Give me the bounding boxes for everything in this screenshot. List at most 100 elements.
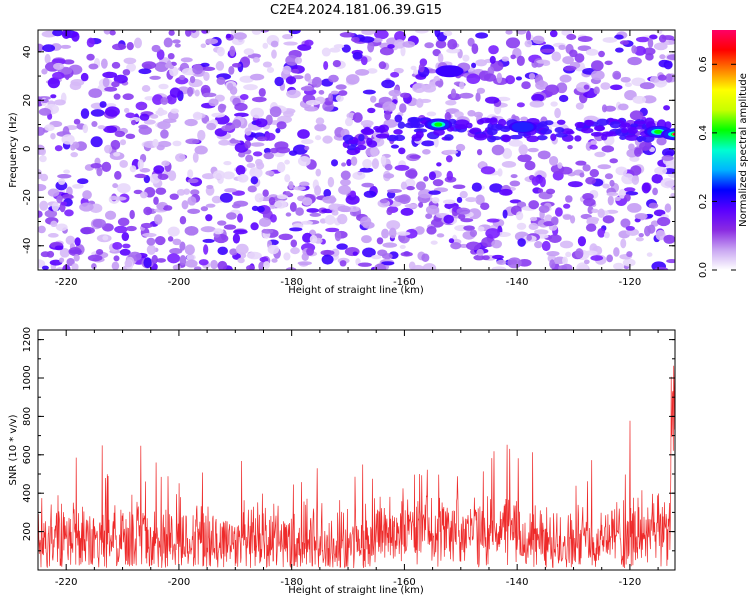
heatmap-cell [114,130,126,138]
heatmap-cell [50,220,58,228]
heatmap-cell [408,261,416,270]
heatmap-cell [333,44,345,49]
heatmap-cell [88,63,99,70]
heatmap-cell [528,72,536,80]
heatmap-cell [203,71,210,81]
heatmap-cell [649,76,660,83]
heatmap-cell [168,30,175,36]
heatmap-cell [170,108,179,114]
heatmap-cell [192,152,199,163]
heatmap-cell [382,242,398,248]
heatmap-cell [90,163,102,169]
heatmap-ridge-cell [508,134,523,140]
heatmap-cell [421,253,430,262]
heatmap-cell [137,159,144,170]
heatmap-cell [594,151,606,158]
heatmap-cell [64,209,74,217]
heatmap-ridge-cell [538,121,548,127]
heatmap-cell [613,247,620,257]
y-tick-label: 1200 [22,327,33,352]
heatmap-ridge-cell [596,118,609,126]
heatmap-cell [634,213,648,220]
heatmap-cell [200,206,209,212]
heatmap-ridge-cell [455,119,470,126]
heatmap-cell [274,141,289,150]
heatmap-cell [234,102,248,112]
snr-frame [37,329,676,571]
heatmap-cell [371,37,383,43]
heatmap-x-ticks: -220 -200 -180 -160 -140 -120 [37,30,659,288]
heatmap-cell [288,181,294,190]
heatmap-cell [192,111,203,121]
heatmap-cell [49,259,63,266]
heatmap-cell [117,217,130,227]
heatmap-cell [278,233,293,241]
heatmap-cell [103,125,118,134]
heatmap-cell [462,54,470,62]
heatmap-cell [139,104,147,110]
heatmap-cell [575,102,584,110]
heatmap-cell [585,176,597,185]
heatmap-cell [294,56,303,64]
heatmap-ridge-cell [489,117,498,126]
heatmap-cell [549,259,556,269]
heatmap-cell [400,251,413,257]
heatmap-cell [285,191,291,196]
heatmap-cell [557,162,563,169]
heatmap-cell [126,63,137,72]
heatmap-ridge-cell [584,119,595,127]
heatmap-cell [475,32,489,39]
heatmap-cell [54,245,64,251]
x-tick-label: -140 [506,577,529,588]
heatmap-cell [92,218,106,228]
heatmap-cell [167,236,174,242]
heatmap-cell [489,55,496,64]
heatmap-cell [329,47,341,53]
heatmap-cell [467,110,476,117]
heatmap-cell [286,89,301,99]
heatmap-ridge-cell [536,135,548,141]
heatmap-cell [558,44,566,51]
heatmap-ridge-cell [444,134,454,141]
heatmap-cell [586,216,600,223]
heatmap-cell [345,194,360,205]
heatmap-cell [250,222,259,231]
heatmap-cell [338,185,352,195]
heatmap-cell [556,82,568,94]
heatmap-cell [221,125,233,132]
heatmap-cell [39,148,47,156]
heatmap-cell [635,237,644,242]
heatmap-cell [590,69,605,81]
heatmap-cell [323,60,329,70]
heatmap-cell [318,90,325,95]
heatmap-cell [448,238,455,244]
heatmap-cell [187,169,194,179]
heatmap-cell [603,231,610,239]
heatmap-cell [245,154,254,163]
heatmap-cell [295,207,304,216]
heatmap-cell [138,68,152,75]
heatmap-cell [269,147,279,154]
heatmap-cell [217,246,228,256]
heatmap-cell [505,37,521,49]
heatmap-cell [350,156,358,166]
heatmap-cell [410,65,417,71]
heatmap-cell [62,59,75,65]
heatmap-cell [526,234,532,241]
heatmap-cell [157,173,169,180]
heatmap-cell [68,247,82,257]
heatmap-cell [112,242,123,250]
heatmap-cell [563,203,571,209]
heatmap-cell [663,60,673,70]
heatmap-ridge-cell [393,129,403,135]
heatmap-cell [339,260,347,267]
heatmap-cell [133,37,142,49]
heatmap-cell [112,183,119,189]
heatmap-cell [554,207,563,217]
heatmap-cell [251,30,262,35]
heatmap-cell [52,30,64,37]
heatmap-cell [151,254,158,264]
heatmap-cell [518,144,528,156]
heatmap-cell [62,193,74,200]
heatmap-cell [622,258,636,267]
